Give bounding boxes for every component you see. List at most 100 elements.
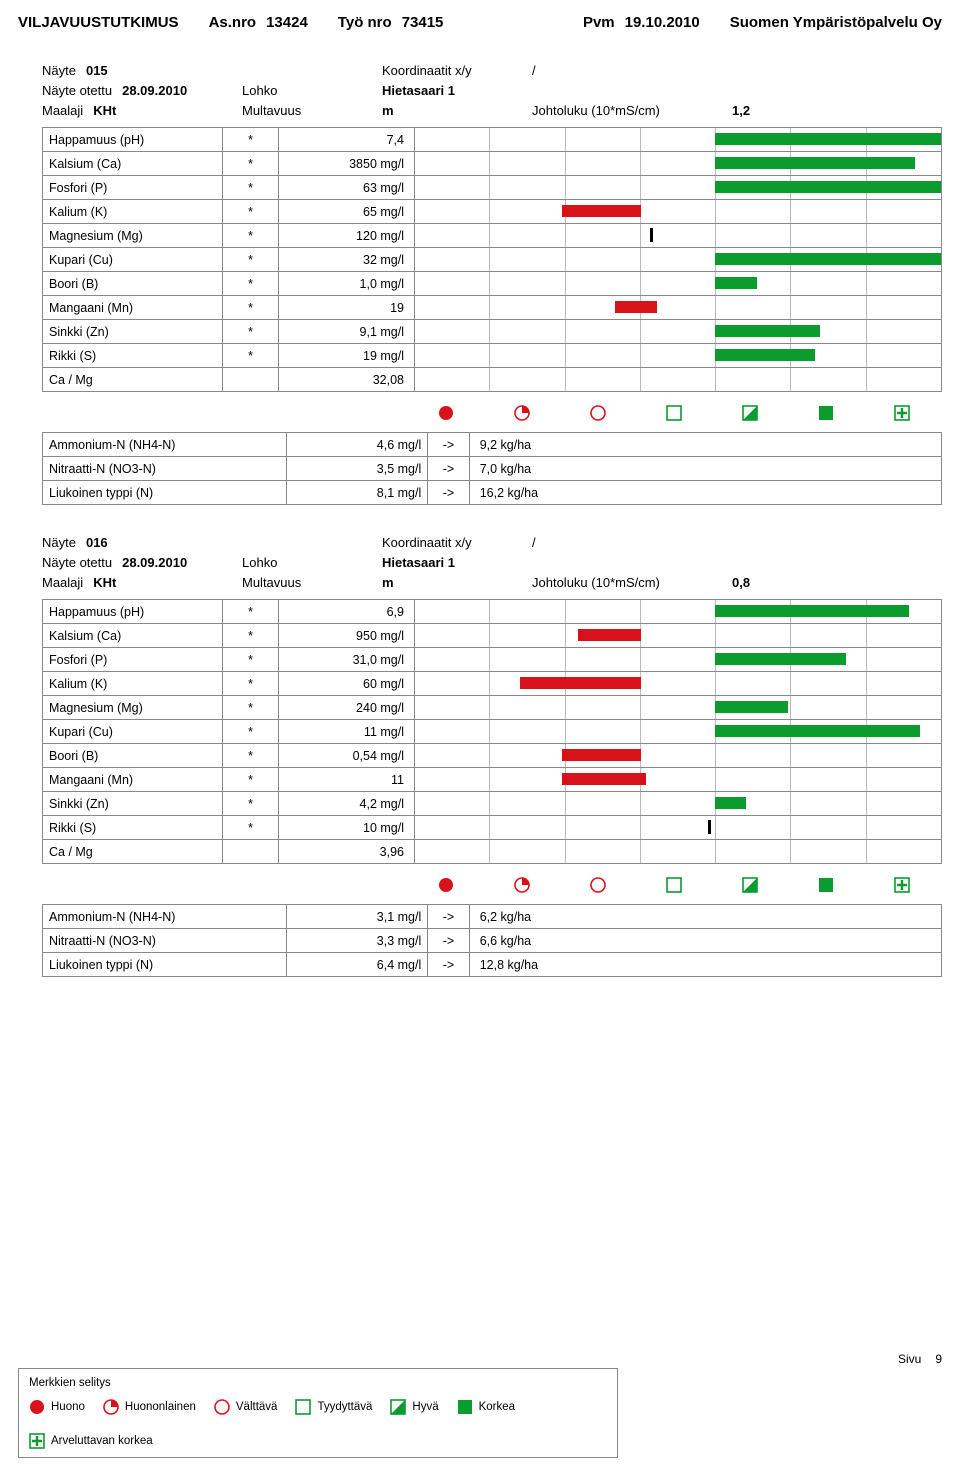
johtoluku-label: Johtoluku (10*mS/cm) (532, 101, 660, 121)
table-row: Mangaani (Mn) * 11 (43, 768, 942, 792)
table-row: Rikki (S) * 10 mg/l (43, 816, 942, 840)
nitro-name: Ammonium-N (NH4-N) (43, 433, 287, 457)
param-chart (415, 200, 942, 224)
param-flag: * (223, 768, 279, 792)
value-bar (715, 253, 941, 265)
table-row: Liukoinen typpi (N) 6,4 mg/l -> 12,8 kg/… (43, 953, 942, 977)
param-name: Happamuus (pH) (43, 600, 223, 624)
legend-item: Korkea (457, 1399, 515, 1415)
param-name: Rikki (S) (43, 344, 223, 368)
document-header: VILJAVUUSTUTKIMUS As.nro 13424 Työ nro 7… (18, 14, 942, 31)
maalaji-label: Maalaji (42, 101, 83, 121)
nayte-value: 016 (86, 533, 108, 553)
param-value: 19 mg/l (279, 344, 415, 368)
pvm-label: Pvm (583, 14, 615, 31)
nitro-name: Liukoinen typpi (N) (43, 481, 287, 505)
multavuus-value: m (382, 101, 394, 121)
value-bar (715, 157, 915, 169)
value-bar (562, 205, 641, 217)
value-bar (520, 677, 641, 689)
table-row: Rikki (S) * 19 mg/l (43, 344, 942, 368)
param-value: 32,08 (279, 368, 415, 392)
table-row: Kalsium (Ca) * 950 mg/l (43, 624, 942, 648)
asnro-label: As.nro (209, 14, 257, 31)
param-value: 950 mg/l (279, 624, 415, 648)
param-name: Sinkki (Zn) (43, 320, 223, 344)
param-name: Magnesium (Mg) (43, 224, 223, 248)
table-row: Kupari (Cu) * 11 mg/l (43, 720, 942, 744)
table-row: Sinkki (Zn) * 9,1 mg/l (43, 320, 942, 344)
arveluttavan-icon (29, 1433, 45, 1449)
table-row: Ca / Mg 32,08 (43, 368, 942, 392)
param-flag: * (223, 600, 279, 624)
legend-label: Huono (51, 1401, 85, 1413)
param-value: 6,9 (279, 600, 415, 624)
korkea-icon (818, 405, 834, 421)
huononlainen-icon (514, 405, 530, 421)
lohko-value: Hietasaari 1 (382, 553, 455, 573)
arrow-icon: -> (428, 905, 469, 929)
param-value: 19 (279, 296, 415, 320)
param-flag: * (223, 248, 279, 272)
param-value: 11 (279, 768, 415, 792)
param-chart (415, 344, 942, 368)
tyydyttava-icon (666, 405, 682, 421)
nitro-value-mgl: 6,4 mg/l (287, 953, 428, 977)
arrow-icon: -> (428, 433, 469, 457)
arrow-icon: -> (428, 929, 469, 953)
param-chart (415, 296, 942, 320)
param-name: Kalium (K) (43, 672, 223, 696)
table-row: Ammonium-N (NH4-N) 3,1 mg/l -> 6,2 kg/ha (43, 905, 942, 929)
valttava-icon (590, 877, 606, 893)
param-chart (415, 272, 942, 296)
value-tick (650, 228, 653, 242)
sample-meta: Näyte016 Koordinaatit x/y / Näyte otettu… (42, 533, 942, 593)
nitro-value-kgha: 7,0 kg/ha (469, 457, 941, 481)
value-bar (715, 797, 747, 809)
param-name: Magnesium (Mg) (43, 696, 223, 720)
table-row: Kalium (K) * 65 mg/l (43, 200, 942, 224)
otettu-label: Näyte otettu (42, 81, 112, 101)
multavuus-label: Multavuus (242, 101, 301, 121)
param-chart (415, 840, 942, 864)
param-value: 3,96 (279, 840, 415, 864)
koordinaatit-label: Koordinaatit x/y (382, 61, 472, 81)
company-name: Suomen Ympäristöpalvelu Oy (730, 14, 942, 31)
param-flag: * (223, 176, 279, 200)
value-bar (715, 605, 910, 617)
value-bar (715, 725, 920, 737)
param-flag: * (223, 200, 279, 224)
sample-meta: Näyte015 Koordinaatit x/y / Näyte otettu… (42, 61, 942, 121)
param-name: Ca / Mg (43, 840, 223, 864)
table-row: Kupari (Cu) * 32 mg/l (43, 248, 942, 272)
param-value: 60 mg/l (279, 672, 415, 696)
table-row: Happamuus (pH) * 7,4 (43, 128, 942, 152)
nitro-value-kgha: 9,2 kg/ha (469, 433, 941, 457)
tyonro-value: 73415 (402, 14, 444, 31)
param-flag (223, 840, 279, 864)
valttava-icon (590, 405, 606, 421)
param-value: 4,2 mg/l (279, 792, 415, 816)
param-chart (415, 768, 942, 792)
param-flag (223, 368, 279, 392)
param-name: Sinkki (Zn) (43, 792, 223, 816)
param-chart (415, 224, 942, 248)
table-row: Kalium (K) * 60 mg/l (43, 672, 942, 696)
param-value: 3850 mg/l (279, 152, 415, 176)
value-bar (715, 133, 941, 145)
param-value: 10 mg/l (279, 816, 415, 840)
param-flag: * (223, 672, 279, 696)
otettu-value: 28.09.2010 (122, 553, 187, 573)
hyva-icon (742, 405, 758, 421)
param-flag: * (223, 696, 279, 720)
param-name: Happamuus (pH) (43, 128, 223, 152)
legend-item: Hyvä (390, 1399, 438, 1415)
param-value: 63 mg/l (279, 176, 415, 200)
param-chart (415, 320, 942, 344)
nayte-label: Näyte (42, 61, 76, 81)
param-flag: * (223, 272, 279, 296)
param-flag: * (223, 152, 279, 176)
legend-label: Tyydyttävä (317, 1401, 372, 1413)
param-flag: * (223, 816, 279, 840)
param-name: Kupari (Cu) (43, 248, 223, 272)
